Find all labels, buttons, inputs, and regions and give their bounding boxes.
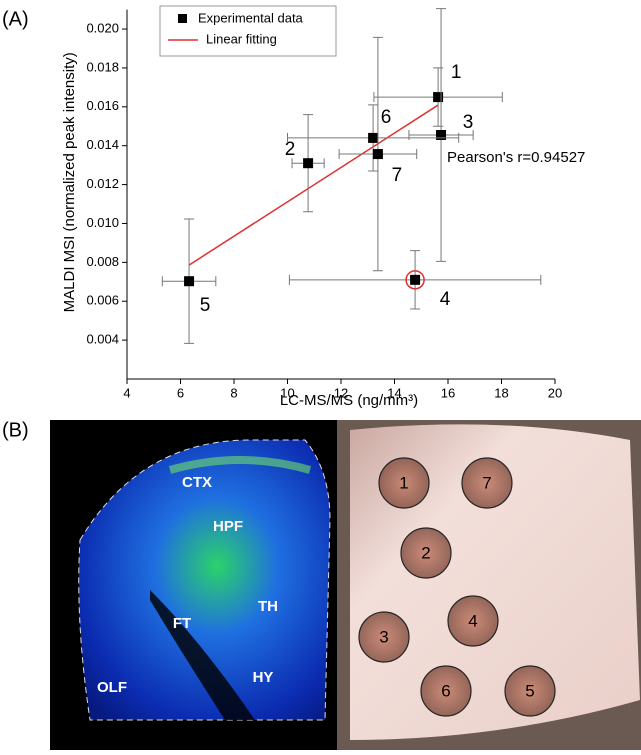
x-tick-label: 16 xyxy=(441,385,455,400)
y-tick-label: 0.004 xyxy=(86,332,119,347)
fit-line xyxy=(188,104,439,266)
well-label: 5 xyxy=(525,681,534,700)
point xyxy=(372,149,383,160)
well xyxy=(447,595,499,647)
x-tick-label: 12 xyxy=(334,385,348,400)
panel-label: (B) xyxy=(2,419,29,441)
legend-box xyxy=(159,5,337,57)
well xyxy=(504,665,556,717)
y-tick-label: 0.014 xyxy=(86,137,119,152)
annotation: Pearson's r=0.94527 xyxy=(447,149,585,166)
y-tick-label: 0.020 xyxy=(86,20,119,35)
well xyxy=(358,611,410,663)
legend-label: Experimental data xyxy=(198,10,304,25)
region-label: FT xyxy=(173,615,191,632)
point xyxy=(410,274,421,285)
y-tick-label: 0.012 xyxy=(86,176,119,191)
well-label: 1 xyxy=(399,473,408,492)
point-label: 7 xyxy=(392,165,403,186)
well xyxy=(400,527,452,579)
well-label: 7 xyxy=(482,473,491,492)
region-label: HPF xyxy=(213,518,243,535)
point xyxy=(368,132,379,143)
y-axis-title: MALDI MSI (normalized peak intensity) xyxy=(61,52,78,312)
well xyxy=(420,665,472,717)
legend-label: Linear fitting xyxy=(206,31,277,46)
point xyxy=(433,92,444,103)
well-label: 2 xyxy=(421,543,430,562)
x-tick-label: 14 xyxy=(387,385,401,400)
y-tick-label: 0.018 xyxy=(86,59,119,74)
x-tick-label: 4 xyxy=(123,385,130,400)
point-label: 4 xyxy=(440,289,451,310)
x-tick-label: 10 xyxy=(280,385,294,400)
x-tick-label: 6 xyxy=(177,385,184,400)
panel-label: (A) xyxy=(2,8,29,30)
well xyxy=(378,457,430,509)
x-tick-label: 18 xyxy=(494,385,508,400)
point xyxy=(303,158,314,169)
well-label: 3 xyxy=(379,627,388,646)
y-tick-label: 0.006 xyxy=(86,293,119,308)
y-tick-label: 0.010 xyxy=(86,215,119,230)
region-label: OLF xyxy=(97,679,127,696)
highlight-ring xyxy=(405,270,425,290)
well-label: 4 xyxy=(468,611,477,630)
well-label: 6 xyxy=(441,681,450,700)
point-label: 3 xyxy=(463,112,474,133)
tissue-photo: 1 7 2 4 3 6 5 xyxy=(337,420,641,750)
well xyxy=(461,457,513,509)
x-tick-label: 20 xyxy=(548,385,562,400)
point-label: 5 xyxy=(200,295,211,316)
region-label: HY xyxy=(253,669,274,686)
region-label: CTX xyxy=(182,474,212,491)
x-axis-title: LC-MS/MS (ng/mm³) xyxy=(280,392,418,409)
x-tick-label: 8 xyxy=(230,385,237,400)
region-label: TH xyxy=(258,598,278,615)
point xyxy=(184,276,195,287)
point-label: 6 xyxy=(381,107,392,128)
legend-swatch xyxy=(178,14,187,23)
point-label: 2 xyxy=(285,139,296,160)
point xyxy=(436,130,447,141)
msi-image: CTX HPF TH FT HY OLF xyxy=(50,420,337,750)
y-tick-label: 0.016 xyxy=(86,98,119,113)
y-tick-label: 0.008 xyxy=(86,254,119,269)
point-label: 1 xyxy=(451,62,462,83)
